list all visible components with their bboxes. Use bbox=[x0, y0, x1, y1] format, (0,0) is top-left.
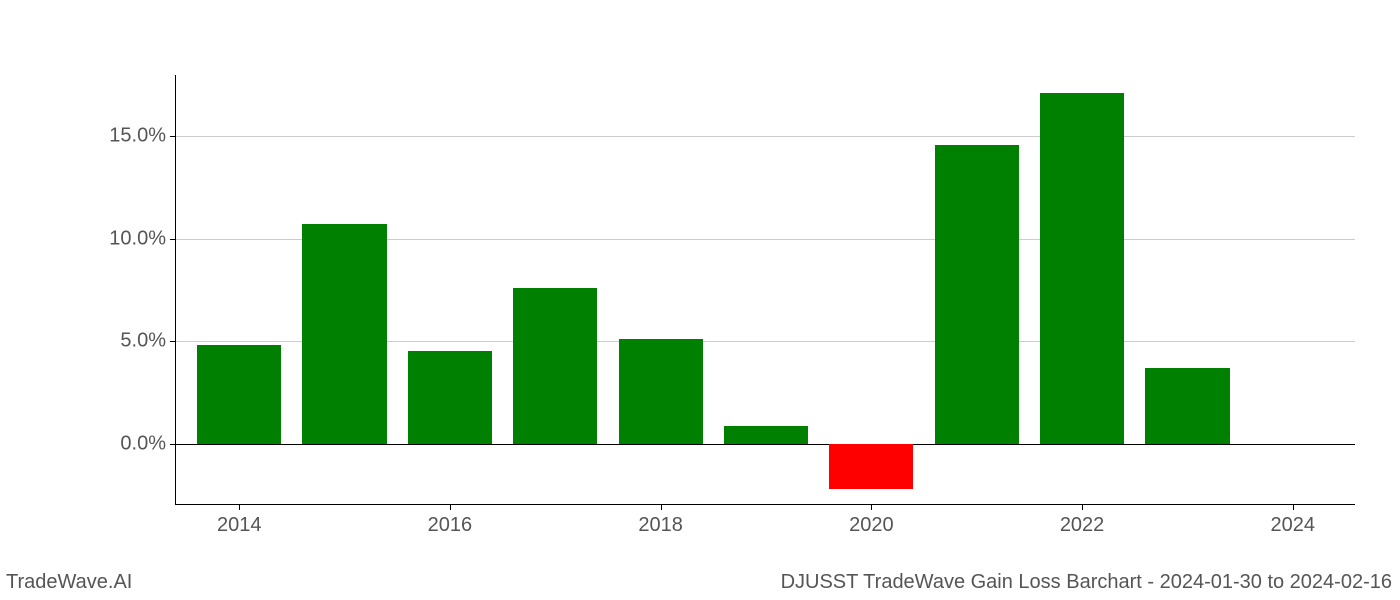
x-tick-mark bbox=[871, 504, 872, 510]
bar bbox=[197, 345, 281, 443]
footer-right-text: DJUSST TradeWave Gain Loss Barchart - 20… bbox=[781, 571, 1392, 594]
bar bbox=[513, 288, 597, 444]
x-tick-mark bbox=[450, 504, 451, 510]
bar bbox=[408, 351, 492, 443]
y-tick-mark bbox=[170, 444, 176, 445]
grid-line bbox=[176, 136, 1355, 137]
bar bbox=[619, 339, 703, 443]
y-tick-label: 10.0% bbox=[109, 227, 166, 250]
x-tick-label: 2022 bbox=[1060, 514, 1105, 537]
footer-left-text: TradeWave.AI bbox=[6, 571, 132, 594]
bar bbox=[302, 224, 386, 443]
bar bbox=[1040, 93, 1124, 443]
plot-area: 0.0%5.0%10.0%15.0%2014201620182020202220… bbox=[175, 75, 1355, 505]
x-tick-label: 2014 bbox=[217, 514, 262, 537]
bar bbox=[1145, 368, 1229, 444]
bar bbox=[935, 145, 1019, 444]
y-tick-mark bbox=[170, 341, 176, 342]
y-tick-label: 15.0% bbox=[109, 125, 166, 148]
chart-container: 0.0%5.0%10.0%15.0%2014201620182020202220… bbox=[175, 75, 1355, 505]
x-tick-label: 2018 bbox=[638, 514, 683, 537]
x-tick-mark bbox=[1082, 504, 1083, 510]
x-tick-label: 2020 bbox=[849, 514, 894, 537]
x-tick-mark bbox=[661, 504, 662, 510]
x-tick-label: 2016 bbox=[428, 514, 473, 537]
zero-line bbox=[176, 444, 1355, 445]
y-tick-label: 5.0% bbox=[120, 330, 166, 353]
x-tick-mark bbox=[1293, 504, 1294, 510]
y-tick-mark bbox=[170, 136, 176, 137]
x-tick-label: 2024 bbox=[1271, 514, 1316, 537]
y-tick-mark bbox=[170, 239, 176, 240]
y-tick-label: 0.0% bbox=[120, 432, 166, 455]
bar bbox=[724, 426, 808, 443]
x-tick-mark bbox=[239, 504, 240, 510]
bar bbox=[829, 444, 913, 489]
